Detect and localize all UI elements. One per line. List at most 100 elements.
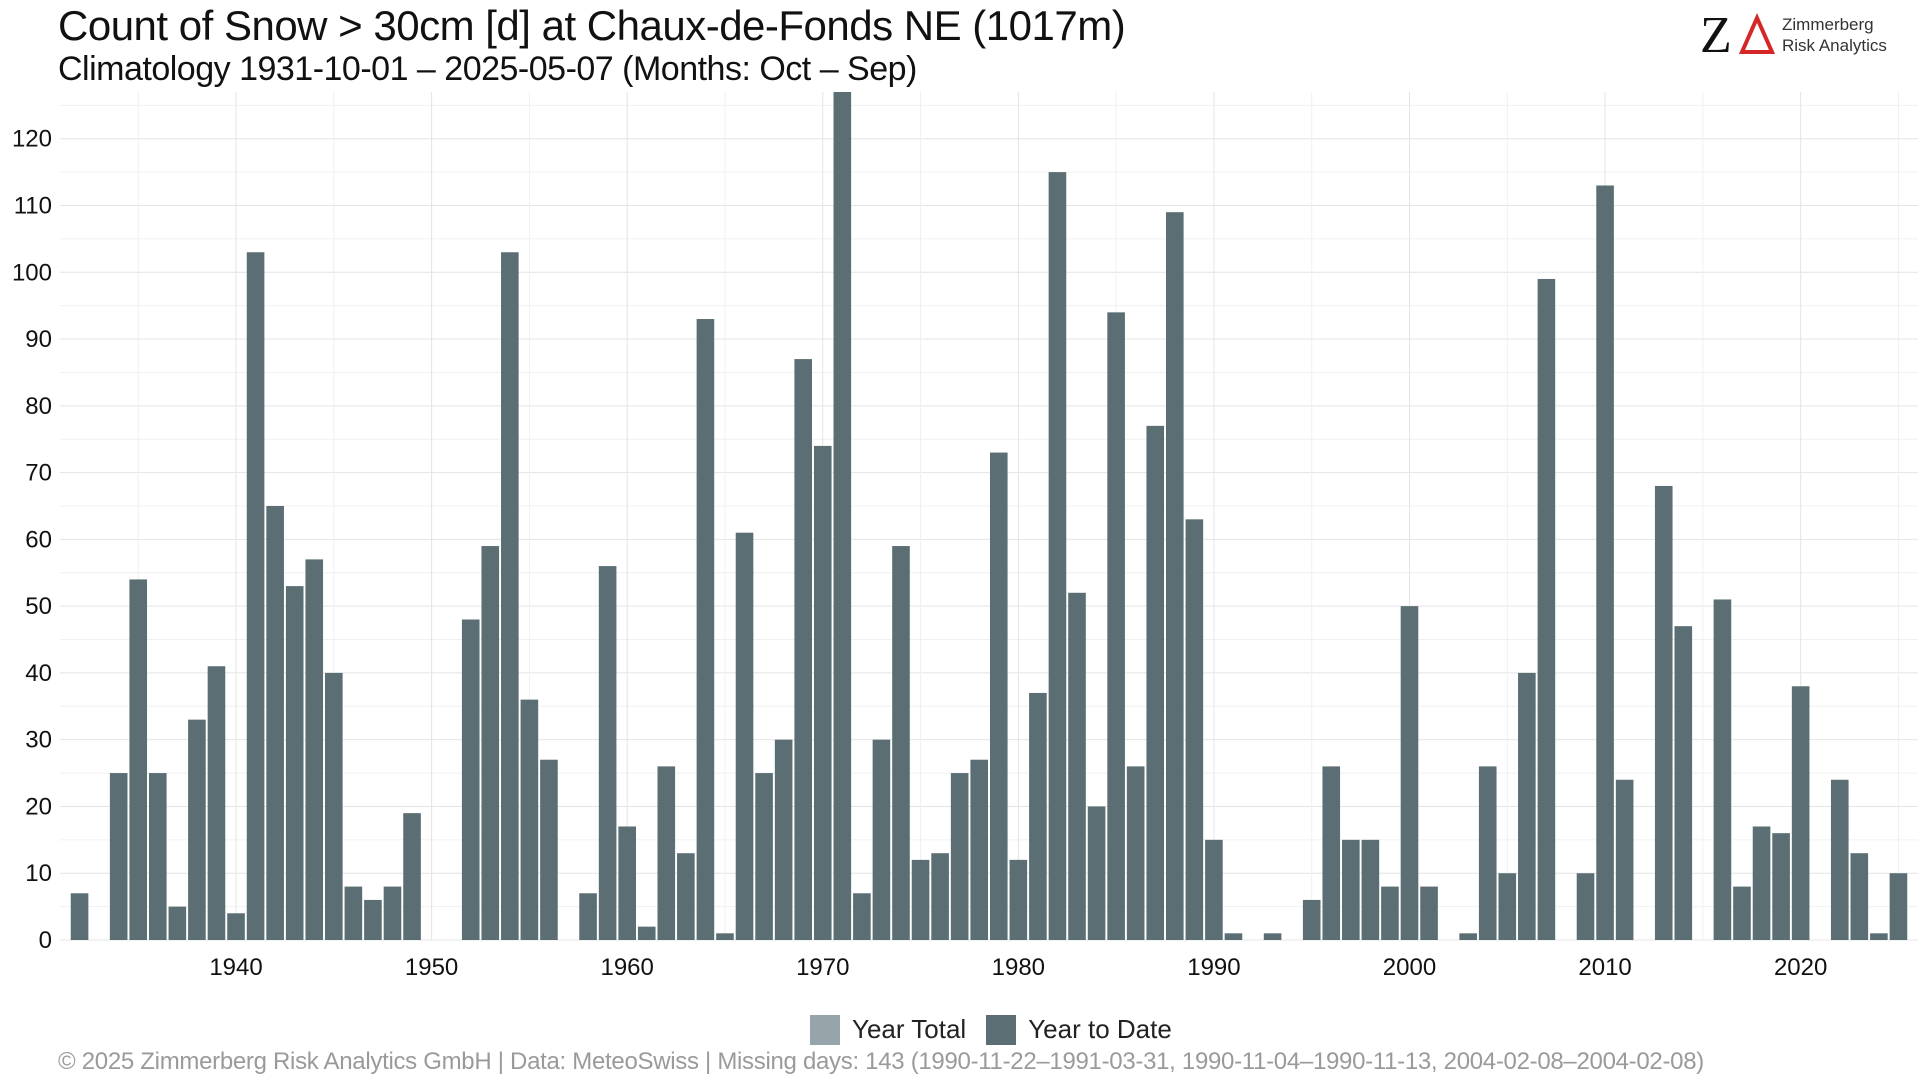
bar — [598, 566, 617, 940]
x-tick-label: 1940 — [209, 954, 262, 981]
bar — [735, 532, 754, 940]
bar — [1596, 185, 1614, 940]
bar — [70, 893, 89, 940]
bar — [677, 853, 695, 940]
x-tick-label: 1980 — [992, 954, 1045, 981]
bar — [1733, 886, 1751, 940]
bar — [1263, 933, 1282, 940]
bar — [461, 619, 480, 940]
bar — [1185, 519, 1204, 940]
y-tick-label: 100 — [12, 259, 52, 286]
bar — [227, 913, 245, 940]
bar — [1654, 485, 1673, 940]
bar — [1322, 766, 1341, 940]
y-tick-label: 10 — [25, 860, 52, 887]
y-tick-label: 120 — [12, 126, 52, 153]
bar — [1205, 839, 1223, 940]
bar — [657, 766, 676, 940]
bar — [1087, 806, 1106, 940]
x-tick-label: 1960 — [600, 954, 653, 981]
bar — [266, 505, 284, 940]
x-axis-ticks: 1940 1950 1960 1970 1980 1990 2000 2010 2020 — [209, 954, 1827, 981]
bar — [1107, 312, 1125, 941]
logo-line-2: Risk Analytics — [1782, 36, 1887, 55]
bar — [1009, 859, 1028, 940]
bar — [1478, 766, 1497, 940]
bar — [540, 759, 558, 940]
y-tick-label: 50 — [25, 593, 52, 620]
bar — [1146, 425, 1165, 940]
x-tick-label: 1970 — [796, 954, 849, 981]
footer-credits: © 2025 Zimmerberg Risk Analytics GmbH | … — [58, 1048, 1704, 1075]
bar — [970, 759, 989, 940]
bar — [931, 853, 949, 940]
chart-subtitle: Climatology 1931-10-01 – 2025-05-07 (Mon… — [58, 50, 917, 88]
bar — [325, 672, 343, 940]
bar — [1459, 933, 1477, 940]
bar — [794, 359, 813, 940]
bar — [1615, 779, 1634, 940]
bar — [1048, 172, 1067, 941]
bar — [950, 773, 969, 940]
bar — [246, 252, 265, 941]
bar — [168, 906, 187, 940]
x-tick-label: 1950 — [405, 954, 458, 981]
bar — [579, 893, 597, 940]
legend-item-year-total: Year Total — [810, 1014, 966, 1045]
bar — [696, 319, 715, 940]
bar — [1400, 606, 1419, 940]
y-tick-label: 90 — [25, 326, 52, 353]
bar — [911, 859, 930, 940]
y-tick-label: 80 — [25, 393, 52, 420]
x-tick-label: 2010 — [1578, 954, 1631, 981]
legend-swatch — [810, 1014, 840, 1045]
bar — [813, 445, 832, 940]
bar — [1498, 873, 1517, 940]
bar — [109, 773, 128, 940]
bar — [872, 739, 891, 940]
x-tick-label: 1990 — [1187, 954, 1240, 981]
bar — [305, 559, 324, 940]
y-tick-label: 40 — [25, 660, 52, 687]
bar — [1791, 686, 1810, 940]
bar — [1870, 933, 1888, 940]
bar — [129, 579, 148, 940]
bar — [853, 893, 871, 940]
bar — [716, 933, 734, 940]
y-tick-label: 30 — [25, 727, 52, 754]
bar — [520, 699, 539, 940]
legend-label: Year Total — [852, 1014, 967, 1044]
bar — [364, 899, 382, 940]
bar — [755, 773, 773, 940]
bar — [1302, 899, 1321, 940]
bar — [1850, 853, 1869, 940]
bar — [1752, 826, 1771, 940]
bar — [1889, 873, 1908, 940]
bar — [1713, 599, 1732, 940]
bar — [344, 886, 363, 940]
bar — [1126, 766, 1145, 940]
bar-chart: 0 10 20 30 40 50 60 70 80 90 100 110 120 1940 1950 196… — [12, 92, 1918, 981]
bars — [70, 92, 1908, 941]
bar — [148, 773, 167, 940]
chart-title: Count of Snow > 30cm [d] at Chaux-de-Fon… — [58, 2, 1126, 49]
logo-text: Zimmerberg Risk Analytics — [1782, 14, 1887, 56]
bar — [1674, 626, 1693, 940]
x-tick-label: 2020 — [1774, 954, 1827, 981]
bar — [285, 586, 304, 940]
bar — [833, 92, 852, 940]
bar — [1830, 779, 1849, 940]
bar — [1772, 833, 1790, 940]
y-tick-label: 110 — [14, 193, 52, 220]
legend-label: Year to Date — [1028, 1014, 1172, 1044]
y-tick-label: 0 — [39, 927, 52, 954]
legend: Year Total Year to Date — [810, 1014, 1192, 1045]
y-tick-label: 60 — [25, 526, 52, 553]
bar — [1342, 839, 1360, 940]
svg-text:Z: Z — [1700, 10, 1732, 60]
bar — [1224, 933, 1243, 940]
y-tick-label: 20 — [25, 793, 52, 820]
bar — [637, 926, 656, 940]
bar — [1381, 886, 1399, 940]
bar — [1029, 692, 1047, 940]
